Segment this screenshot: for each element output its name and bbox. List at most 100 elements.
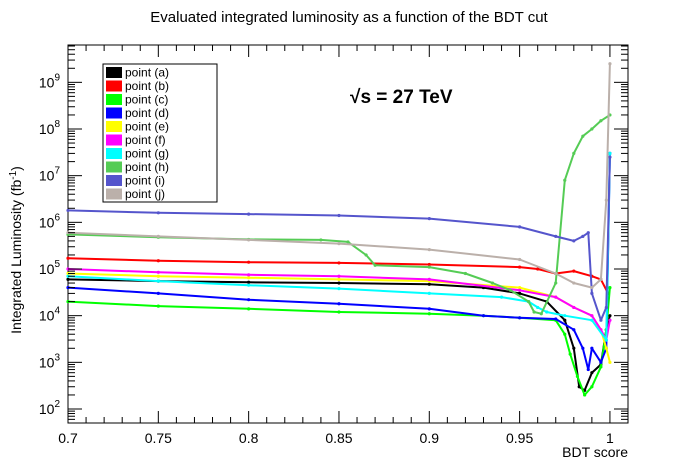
series-point <box>599 119 603 123</box>
series-point <box>337 302 341 306</box>
series-point <box>586 231 590 235</box>
series-point <box>568 352 572 356</box>
legend-swatch <box>106 94 122 105</box>
y-tick-label: 105 <box>39 259 61 277</box>
series-point <box>247 283 251 287</box>
series-point <box>608 151 612 156</box>
series-point <box>499 295 504 299</box>
y-tick-exponent: 4 <box>54 306 60 317</box>
series-point <box>599 318 603 322</box>
series-line <box>67 278 611 392</box>
series-point <box>572 151 576 156</box>
series-point <box>608 285 612 290</box>
legend-swatch <box>106 80 122 92</box>
x-tick-label: 0.8 <box>239 430 259 446</box>
y-axis-label-superscript: -1 <box>8 170 19 179</box>
series-point <box>563 332 567 336</box>
series-line <box>67 268 611 342</box>
series-point <box>581 234 585 238</box>
series-point <box>532 310 536 314</box>
series-point <box>490 281 495 285</box>
series-point <box>373 263 377 267</box>
x-tick-label: 0.75 <box>145 430 172 446</box>
series-point <box>247 238 251 242</box>
series-point <box>590 314 594 318</box>
series-point <box>319 238 323 242</box>
series-point <box>427 282 431 286</box>
legend: point (a)point (b)point (c)point (d)poin… <box>102 63 218 203</box>
series-point <box>518 225 522 229</box>
series-point <box>581 134 585 138</box>
legend-label: point (b) <box>125 79 169 93</box>
series-point <box>604 198 608 202</box>
y-axis-label-text: Integrated Luminosity (fb <box>8 180 24 334</box>
series-line <box>67 63 611 289</box>
y-tick-base: 10 <box>39 121 55 137</box>
series-point <box>604 338 608 342</box>
series-point <box>527 300 531 304</box>
annotation-value: s = 27 TeV <box>360 87 452 108</box>
series-point <box>518 265 522 269</box>
series-point <box>364 253 368 257</box>
y-tick-base: 10 <box>39 74 55 90</box>
legend-swatch <box>106 67 122 78</box>
series-point <box>518 288 522 292</box>
series-point <box>572 269 576 273</box>
legend-label: point (g) <box>125 147 169 161</box>
annotation-text: √s = 27 TeV <box>350 87 453 108</box>
x-tick-label: 0.9 <box>420 430 440 446</box>
series-point <box>572 305 576 310</box>
x-tick-label: 0.85 <box>325 430 352 446</box>
y-tick-label: 104 <box>39 306 61 324</box>
series-layer <box>66 62 612 397</box>
series-point <box>156 270 160 274</box>
series-point <box>427 291 431 296</box>
series-line <box>67 157 611 322</box>
series-point <box>427 277 431 281</box>
series-point <box>563 314 567 318</box>
series-point <box>427 217 431 221</box>
series-point <box>156 274 160 278</box>
series-point <box>536 305 540 310</box>
y-tick-base: 10 <box>39 261 55 277</box>
series-line <box>67 287 611 396</box>
series-point <box>247 307 251 311</box>
series-point <box>247 298 251 302</box>
y-tick-exponent: 7 <box>54 166 60 177</box>
series-point <box>590 127 594 131</box>
series-point <box>463 271 468 276</box>
legend-swatch <box>106 188 122 200</box>
legend-label: point (a) <box>125 66 169 80</box>
y-tick-base: 10 <box>39 168 55 184</box>
series-point <box>604 305 608 310</box>
series-point <box>247 273 251 277</box>
legend-swatch <box>106 175 122 186</box>
y-tick-label: 102 <box>39 399 61 417</box>
series-point <box>427 262 431 267</box>
series-point <box>563 178 567 182</box>
series-point <box>599 365 603 369</box>
series-point <box>66 256 70 260</box>
series-point <box>590 285 594 290</box>
series-point <box>554 271 558 276</box>
series-point <box>427 307 431 311</box>
y-tick-exponent: 5 <box>54 259 60 270</box>
series-point <box>554 295 558 299</box>
series-point <box>247 280 251 284</box>
series-point <box>156 304 160 308</box>
y-tick-base: 10 <box>39 308 55 324</box>
series-point <box>337 310 341 314</box>
series-point <box>518 257 522 262</box>
x-tick-label: 0.95 <box>506 430 533 446</box>
x-tick-label: 0.7 <box>58 430 78 446</box>
series-point <box>608 155 612 159</box>
y-tick-label: 103 <box>39 352 61 370</box>
series-point <box>608 318 612 322</box>
series-point <box>536 267 540 271</box>
series-point <box>156 279 160 283</box>
series-point <box>518 291 522 296</box>
series-point <box>575 374 580 378</box>
series-point <box>518 316 522 320</box>
